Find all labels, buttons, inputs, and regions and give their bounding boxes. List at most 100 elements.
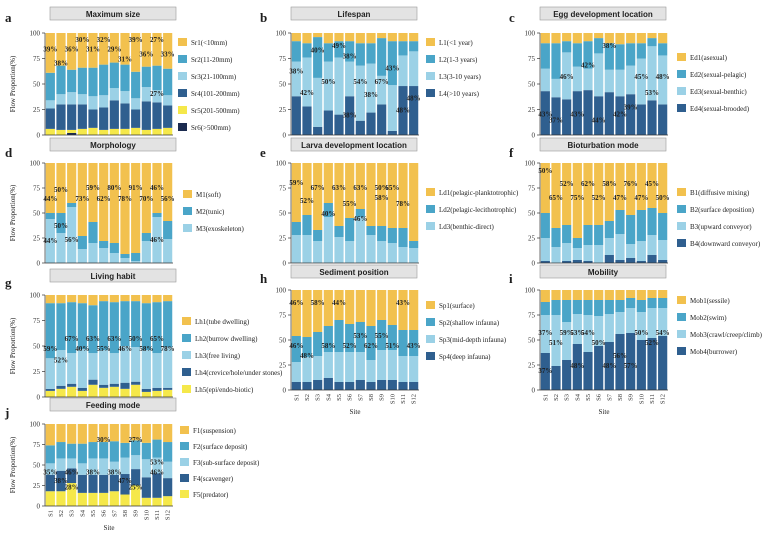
data-label: 38% (107, 469, 121, 477)
bar-segment (583, 300, 593, 315)
x-tick-label: S1 (293, 394, 300, 401)
bar-segment (141, 163, 151, 233)
panel-b: b Lifespan 0 25 50 75 100 38% 42% 40% 50% 49% 38% 38%… (260, 6, 481, 140)
bar-segment (120, 258, 130, 263)
data-label: 30% (75, 36, 89, 44)
bar-segment (345, 218, 355, 241)
bar-segment (313, 33, 323, 38)
bar-segment (551, 228, 561, 247)
bar-segment (377, 350, 387, 380)
bar-segment (323, 203, 333, 217)
bar-segment (56, 213, 66, 233)
bar-segment (345, 241, 355, 263)
data-label: 70% (139, 195, 153, 203)
data-label: 27% (129, 436, 143, 444)
data-label: 46% (560, 73, 574, 81)
bar-segment (572, 314, 582, 344)
bar-segment (77, 67, 87, 95)
bar-segment (120, 254, 130, 258)
bar-segment (658, 298, 668, 308)
bar-segment (366, 112, 376, 135)
bar-segment (562, 300, 572, 322)
bar-segment (540, 43, 550, 69)
bar-segment (152, 163, 162, 213)
bar-segment (67, 468, 77, 484)
bar-segment (99, 295, 109, 302)
x-tick-label: S2 (58, 510, 65, 517)
bar-segment (540, 353, 550, 390)
bar-segment (313, 77, 323, 127)
bar-segment (604, 163, 614, 221)
data-label: 46% (150, 236, 164, 244)
bar-segment (163, 105, 173, 128)
panel-a: a Maximum size 0 25 50 75 100 Flow Proportion(%… (5, 6, 240, 140)
bar-segment (615, 312, 625, 334)
bar-segment (647, 38, 657, 47)
data-label: 73% (75, 195, 89, 203)
legend-swatch (180, 442, 189, 450)
bar-segment (323, 326, 333, 352)
bar-segment (615, 44, 625, 70)
data-label: 27% (150, 36, 164, 44)
bar-segment (334, 382, 344, 390)
bar-segment (551, 366, 561, 390)
y-tick-label: 75 (279, 185, 287, 193)
data-label: 42% (581, 62, 595, 70)
bar-segment (583, 315, 593, 352)
bar-segment (163, 461, 173, 479)
panel-title: Egg development location (553, 10, 653, 19)
bar-segment (99, 474, 109, 493)
bar-segment (604, 314, 614, 342)
bar-segment (355, 290, 365, 322)
bar-segment (120, 301, 130, 346)
bar-segment (67, 353, 77, 384)
bar-segment (572, 344, 582, 390)
bar-segment (626, 308, 636, 333)
bar-segment (131, 127, 141, 135)
y-tick-label: 25 (279, 106, 287, 114)
data-label: 56% (161, 195, 175, 203)
bar-segment (398, 228, 408, 247)
y-tick-label: 25 (33, 106, 41, 114)
bar-segment (398, 330, 408, 356)
bar-segment (163, 387, 173, 390)
data-label: 46% (150, 184, 164, 192)
bar-segment (163, 478, 173, 497)
bar-segment (615, 300, 625, 312)
bar-segment (647, 290, 657, 298)
bar-segment (387, 325, 397, 350)
bar-segment (131, 71, 141, 99)
bar-segment (163, 163, 173, 221)
panel-title-box (49, 137, 177, 152)
data-label: 36% (139, 50, 153, 58)
bar-segment (377, 33, 387, 39)
panel-letter: j (4, 405, 9, 420)
legend-label: Ed3(sexual-benthic) (690, 88, 747, 96)
bar-segment (355, 163, 365, 209)
legend-swatch (677, 313, 686, 321)
bar-segment (152, 90, 162, 103)
bar-segment (291, 96, 301, 135)
bar-segment (562, 225, 572, 243)
bar-segment (77, 349, 87, 388)
legend-swatch (426, 335, 435, 343)
y-tick-label: 0 (532, 387, 536, 395)
bar-segment (626, 65, 636, 95)
panel-letter: e (260, 145, 266, 160)
bar-segment (366, 290, 376, 326)
bar-segment (604, 238, 614, 255)
bar-segment (366, 326, 376, 360)
y-tick-label: 100 (30, 30, 41, 38)
bar-segment (398, 163, 408, 228)
bar-segment (323, 110, 333, 135)
legend-label: B4(downward conveyor) (690, 240, 761, 248)
bar-segment (583, 225, 593, 245)
bar-segment (56, 388, 66, 397)
data-label: 47% (118, 477, 132, 485)
legend-label: B1(diffusive mixing) (690, 189, 750, 197)
bar-segment (141, 497, 151, 506)
bar-segment (291, 290, 301, 336)
bar-segment (409, 330, 419, 356)
bar-segment (131, 33, 141, 72)
panel-title: Bioturbation mode (567, 141, 639, 150)
